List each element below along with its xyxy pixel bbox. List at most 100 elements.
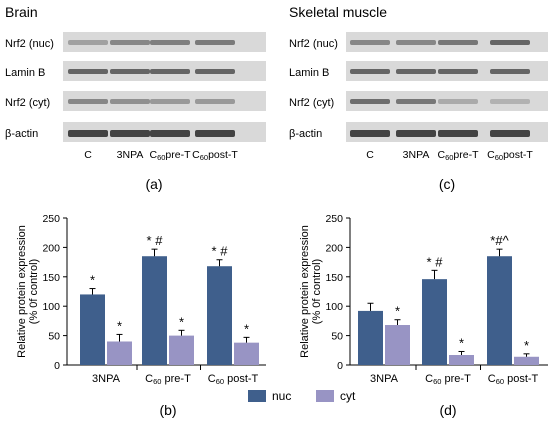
blot-band: [490, 69, 530, 74]
blot-band: [350, 130, 390, 137]
y-tick-label: 200: [42, 242, 60, 254]
lane-label: C60post-T: [192, 149, 238, 162]
y-tick-label: 100: [325, 301, 343, 313]
blot-band: [150, 99, 190, 104]
significance-mark: *: [90, 273, 95, 288]
blot-band: [110, 40, 150, 45]
blot-band: [68, 99, 108, 104]
y-tick-label: 100: [42, 301, 60, 313]
y-tick-label: 50: [48, 331, 60, 343]
blot-band: [195, 130, 235, 137]
lane-label: C: [84, 149, 92, 161]
blot-band: [68, 40, 108, 45]
legend-label: cyt: [340, 389, 356, 403]
panel-label: (c): [439, 176, 455, 192]
y-tick-label: 200: [325, 242, 343, 254]
lane-label: C60post-T: [487, 149, 533, 162]
blot-band: [195, 40, 235, 45]
legend-swatch-nuc: [248, 390, 266, 402]
significance-mark: * #: [427, 254, 444, 269]
y-tick-label: 250: [42, 213, 60, 225]
y-tick-label: 250: [325, 213, 343, 225]
bar-cyt: [234, 342, 259, 365]
x-tick-label: 3NPA: [370, 373, 399, 385]
x-tick-label: C60 pre-T: [145, 373, 191, 386]
blot-band: [396, 130, 436, 137]
blot-band: [195, 69, 235, 74]
blot-row-label: Lamin B: [5, 67, 45, 79]
y-axis-label-2: (% 0f control): [28, 259, 40, 324]
significance-mark: *: [524, 338, 529, 353]
significance-mark: *: [459, 335, 464, 350]
blot-band: [396, 99, 436, 104]
y-tick-label: 150: [325, 272, 343, 284]
x-tick-label: C60 pre-T: [425, 373, 471, 386]
bar-nuc: [142, 256, 167, 365]
blot-band: [150, 40, 190, 45]
bar-nuc: [80, 294, 105, 365]
blot-row-label: Nrf2 (cyt): [289, 97, 334, 109]
x-tick-label: C60 post-T: [208, 373, 259, 386]
lane-label: 3NPA: [117, 149, 144, 161]
blot-title: Skeletal muscle: [289, 4, 387, 20]
blot-band: [68, 130, 108, 137]
bar-cyt: [169, 335, 194, 365]
lane-label: 3NPA: [403, 149, 430, 161]
blot-row-label: β-actin: [5, 128, 38, 140]
bar-nuc: [422, 279, 447, 365]
blot-band: [350, 69, 390, 74]
significance-mark: * #: [212, 244, 229, 259]
blot-band: [195, 99, 235, 104]
bar-nuc: [207, 266, 232, 365]
blot-row-label: Nrf2 (nuc): [5, 38, 54, 50]
significance-mark: *: [244, 321, 249, 336]
y-tick-label: 150: [42, 272, 60, 284]
legend-label: nuc: [272, 389, 291, 403]
panel-label: (b): [159, 402, 176, 418]
lane-label: C60pre-T: [149, 149, 191, 162]
panel-label: (a): [145, 176, 162, 192]
blot-band: [150, 130, 190, 137]
blot-band: [350, 99, 390, 104]
blot-band: [150, 69, 190, 74]
blot-band: [438, 99, 478, 104]
significance-mark: *: [395, 304, 400, 319]
y-axis-label-2: (% 0f control): [311, 259, 323, 324]
blot-title: Brain: [5, 4, 38, 20]
y-tick-label: 50: [331, 331, 343, 343]
blot-band: [490, 99, 530, 104]
blot-band: [438, 130, 478, 137]
blot-band: [68, 69, 108, 74]
bar-cyt: [385, 325, 410, 365]
bar-cyt: [449, 355, 474, 365]
blot-band: [396, 40, 436, 45]
bar-nuc: [487, 256, 512, 365]
bar-nuc: [358, 310, 383, 365]
blot-band: [110, 99, 150, 104]
significance-mark: * #: [147, 233, 164, 248]
x-tick-label: 3NPA: [92, 373, 121, 385]
legend-swatch-cyt: [316, 390, 334, 402]
y-axis-label: Relative protein expression: [299, 225, 311, 358]
blot-band: [110, 130, 150, 137]
significance-mark: *#^: [490, 233, 509, 248]
blot-band: [438, 69, 478, 74]
blot-row-label: Lamin B: [289, 67, 329, 79]
blot-band: [396, 69, 436, 74]
y-tick-label: 0: [54, 360, 60, 372]
x-tick-label: C60 post-T: [488, 373, 539, 386]
significance-mark: *: [117, 318, 122, 333]
blot-band: [110, 69, 150, 74]
blot-band: [438, 40, 478, 45]
blot-row-label: Nrf2 (nuc): [289, 38, 338, 50]
blot-band: [490, 130, 530, 137]
bar-cyt: [107, 341, 132, 365]
blot-band: [350, 40, 390, 45]
blot-band: [490, 40, 530, 45]
significance-mark: *: [179, 314, 184, 329]
panel-label: (d): [439, 402, 456, 418]
bar-cyt: [514, 356, 539, 365]
lane-label: C: [366, 149, 374, 161]
lane-label: C60pre-T: [437, 149, 479, 162]
